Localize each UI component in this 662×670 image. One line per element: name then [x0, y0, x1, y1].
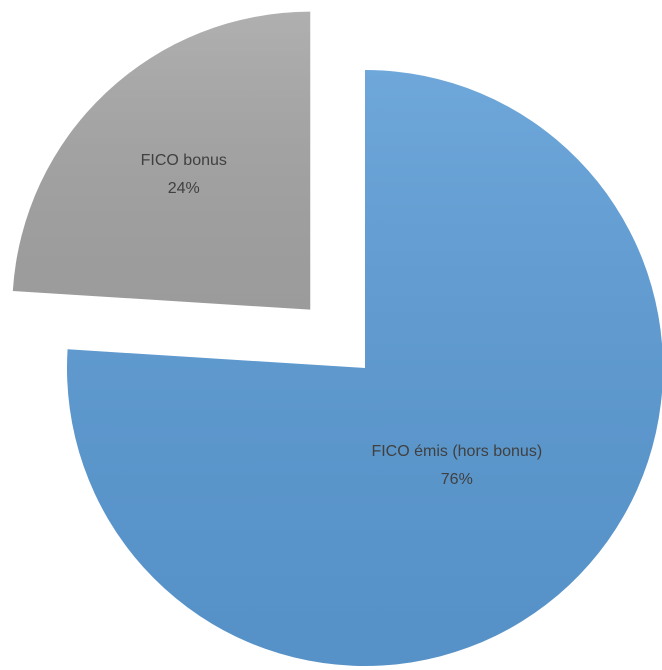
slice-label-value: 76%: [441, 471, 473, 488]
slice-shade: [67, 70, 662, 666]
slice-shade: [12, 11, 311, 310]
slice-label-name: FICO émis (hors bonus): [371, 443, 542, 460]
slice-label-value: 24%: [168, 180, 200, 197]
slice-label-name: FICO bonus: [141, 152, 227, 169]
